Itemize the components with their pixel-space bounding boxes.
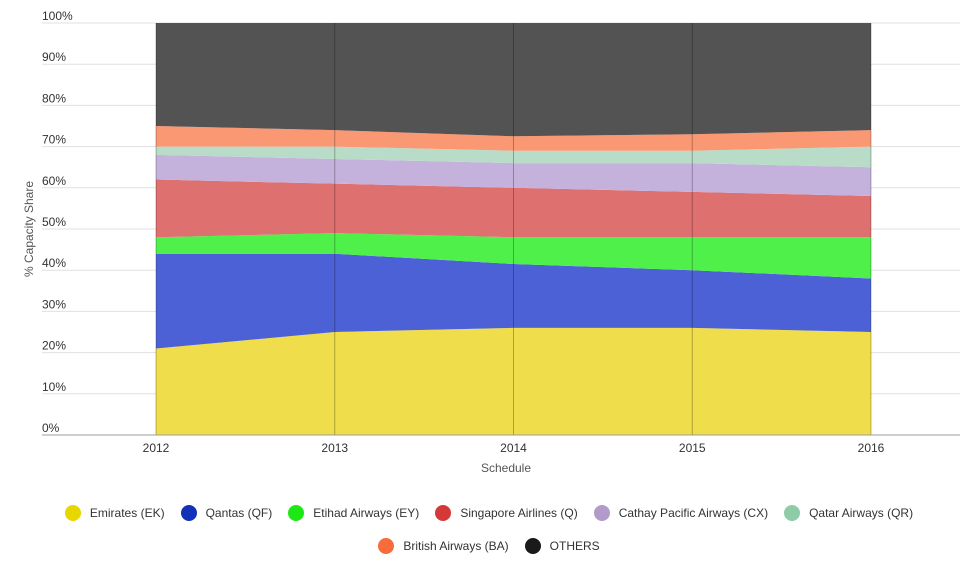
legend-swatch (378, 538, 395, 554)
x-tick-label: 2013 (321, 441, 348, 455)
series-area-qatar-airways-qr (156, 146, 871, 168)
y-tick-label: 60% (42, 174, 66, 188)
x-tick-label: 2015 (679, 441, 706, 455)
x-tick-label: 2012 (143, 441, 170, 455)
legend-label: Qatar Airways (QR) (809, 506, 914, 520)
legend-swatch (180, 505, 197, 521)
legend-swatch (524, 538, 541, 554)
legend-item[interactable]: Qantas (QF) (180, 505, 273, 521)
series-area-singapore-airlines-q (156, 179, 871, 238)
legend: Emirates (EK) Qantas (QF) Etihad Airways (… (0, 500, 978, 566)
legend-row: Emirates (EK) Qantas (QF) Etihad Airways (… (0, 500, 978, 526)
vertical-gridlines (155, 23, 872, 435)
series-area-emirates-ek (156, 327, 871, 435)
legend-item[interactable]: Qatar Airways (QR) (784, 505, 913, 521)
y-axis-title: % Capacity Share (22, 181, 36, 277)
legend-row: British Airways (BA) OTHERS (0, 533, 978, 559)
series-area-british-airways-ba (156, 126, 871, 151)
legend-label: Singapore Airlines (Q) (460, 506, 578, 520)
legend-label: OTHERS (549, 539, 600, 553)
series-area-etihad-airways-ey (156, 233, 871, 279)
legend-label: Qantas (QF) (205, 506, 273, 520)
y-tick-label: 100% (42, 9, 73, 23)
legend-label: British Airways (BA) (403, 539, 509, 553)
y-tick-label: 30% (42, 297, 66, 311)
legend-swatch (288, 505, 305, 521)
series-areas (156, 23, 871, 435)
legend-label: Etihad Airways (EY) (313, 506, 420, 520)
legend-swatch (435, 505, 452, 521)
y-tick-label: 50% (42, 215, 66, 229)
legend-swatch (593, 505, 610, 521)
y-tick-label: 20% (42, 339, 66, 353)
y-tick-label: 80% (42, 91, 66, 105)
series-area-cathay-pacific-airways-cx (156, 154, 871, 197)
x-tick-label: 2016 (858, 441, 885, 455)
legend-item[interactable]: Cathay Pacific Airways (CX) (593, 505, 769, 521)
legend-swatch (64, 505, 81, 521)
y-tick-label: 40% (42, 256, 66, 270)
series-area-others (156, 23, 871, 137)
legend-label: Cathay Pacific Airways (CX) (618, 506, 769, 520)
legend-item[interactable]: British Airways (BA) (378, 538, 509, 554)
stacked-area-chart: 0% 10% 20% 30% 40% 50% 60% 70% 80% 90% 100% 2012 201… (22, 9, 960, 475)
series-area-qantas-qf (156, 253, 871, 349)
legend-item[interactable]: Singapore Airlines (Q) (435, 505, 578, 521)
y-tick-label: 70% (42, 133, 66, 147)
x-axis-title: Schedule (481, 461, 531, 475)
legend-item[interactable]: Emirates (EK) (64, 505, 165, 521)
x-tick-label: 2014 (500, 441, 527, 455)
legend-item[interactable]: Etihad Airways (EY) (288, 505, 419, 521)
axes: 0% 10% 20% 30% 40% 50% 60% 70% 80% 90% 100% 2012 201… (42, 9, 960, 455)
legend-item[interactable]: OTHERS (524, 538, 600, 554)
legend-swatch (784, 505, 801, 521)
legend-label: Emirates (EK) (89, 506, 165, 520)
y-tick-label: 10% (42, 380, 66, 394)
y-tick-label: 90% (42, 50, 66, 64)
y-tick-label: 0% (42, 421, 60, 435)
